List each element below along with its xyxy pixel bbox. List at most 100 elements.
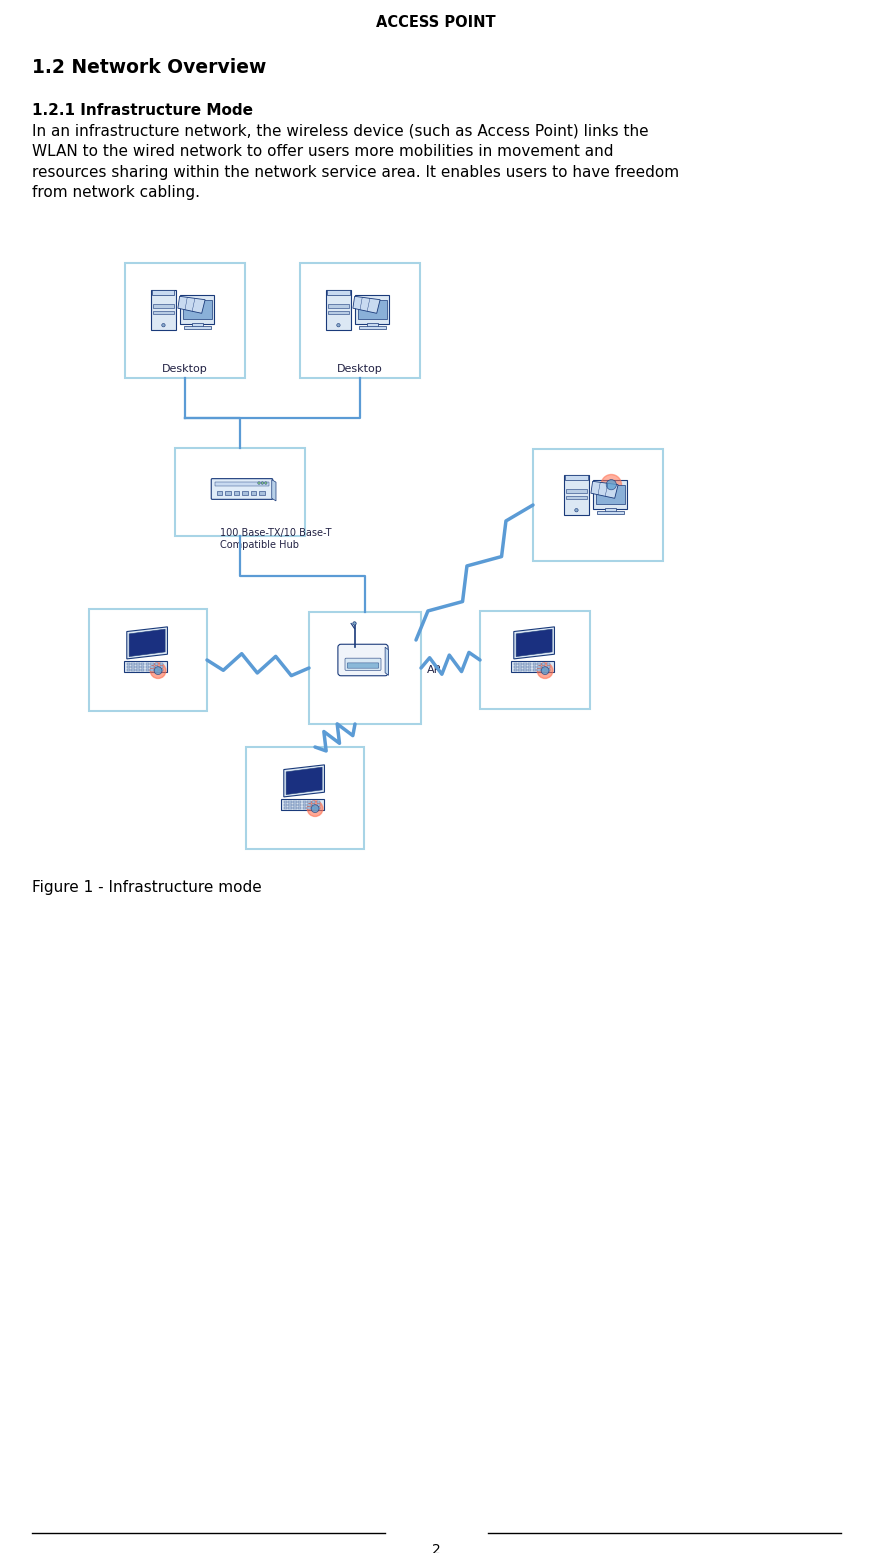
Bar xyxy=(155,669,159,671)
Polygon shape xyxy=(127,627,168,658)
Bar xyxy=(160,669,163,671)
FancyBboxPatch shape xyxy=(280,800,325,811)
Bar xyxy=(155,663,159,665)
Bar xyxy=(528,669,532,671)
Bar xyxy=(546,666,550,668)
Bar xyxy=(312,806,315,809)
Bar xyxy=(523,669,526,671)
Polygon shape xyxy=(516,629,552,657)
Bar xyxy=(242,491,248,495)
Bar xyxy=(328,304,348,307)
Bar xyxy=(288,804,292,806)
Bar xyxy=(288,806,292,809)
FancyBboxPatch shape xyxy=(211,478,272,500)
Bar xyxy=(288,801,292,803)
Bar xyxy=(523,666,526,668)
Bar xyxy=(537,666,540,668)
Bar xyxy=(154,304,174,307)
Circle shape xyxy=(353,621,356,626)
Text: Figure 1 - Infrastructure mode: Figure 1 - Infrastructure mode xyxy=(32,881,262,895)
Bar xyxy=(519,669,522,671)
Polygon shape xyxy=(591,481,618,499)
Bar xyxy=(368,323,377,326)
Text: 2: 2 xyxy=(431,1544,440,1553)
Bar xyxy=(537,663,540,665)
Bar xyxy=(597,511,624,514)
FancyBboxPatch shape xyxy=(511,662,554,672)
Bar xyxy=(519,666,522,668)
Bar xyxy=(298,806,301,809)
Bar xyxy=(514,669,518,671)
Bar xyxy=(309,612,421,724)
Polygon shape xyxy=(385,648,388,676)
Bar xyxy=(307,806,311,809)
Circle shape xyxy=(265,481,267,485)
Polygon shape xyxy=(353,297,380,314)
Bar xyxy=(519,663,522,665)
Bar xyxy=(136,663,140,665)
Bar xyxy=(533,449,663,561)
Bar xyxy=(215,481,269,486)
Bar xyxy=(284,804,287,806)
Bar xyxy=(136,666,140,668)
Bar xyxy=(160,666,163,668)
Bar xyxy=(312,801,315,803)
Bar xyxy=(605,508,615,512)
Text: Desktop: Desktop xyxy=(337,363,383,374)
Circle shape xyxy=(155,666,162,674)
FancyBboxPatch shape xyxy=(345,658,381,671)
Polygon shape xyxy=(272,480,276,502)
Bar xyxy=(523,663,526,665)
Bar xyxy=(300,262,420,377)
Bar xyxy=(132,666,135,668)
Bar xyxy=(160,663,163,665)
Bar xyxy=(303,806,306,809)
Bar xyxy=(298,801,301,803)
Bar xyxy=(298,804,301,806)
FancyBboxPatch shape xyxy=(355,295,389,323)
Bar xyxy=(533,666,536,668)
Text: In an infrastructure network, the wireless device (such as Access Point) links t: In an infrastructure network, the wirele… xyxy=(32,124,679,200)
Circle shape xyxy=(337,323,340,326)
Bar xyxy=(307,804,311,806)
Bar xyxy=(542,666,546,668)
Polygon shape xyxy=(284,764,325,797)
Circle shape xyxy=(162,323,165,326)
Bar xyxy=(132,669,135,671)
Bar xyxy=(317,806,320,809)
Bar xyxy=(514,663,518,665)
Polygon shape xyxy=(129,629,165,657)
Bar xyxy=(359,326,386,329)
Bar xyxy=(596,485,625,505)
Bar xyxy=(141,663,144,665)
Circle shape xyxy=(150,663,166,679)
Bar xyxy=(217,491,223,495)
Bar xyxy=(317,804,320,806)
Bar xyxy=(533,663,536,665)
Bar xyxy=(127,669,130,671)
Bar xyxy=(150,669,154,671)
Text: AP: AP xyxy=(427,665,442,676)
Bar xyxy=(293,804,297,806)
Bar xyxy=(328,311,348,314)
Circle shape xyxy=(258,481,260,485)
FancyBboxPatch shape xyxy=(326,289,351,331)
Bar xyxy=(284,801,287,803)
Bar xyxy=(141,666,144,668)
Circle shape xyxy=(606,480,616,489)
Bar xyxy=(192,323,203,326)
Bar xyxy=(317,801,320,803)
Bar xyxy=(542,669,546,671)
Circle shape xyxy=(537,663,553,679)
FancyBboxPatch shape xyxy=(327,290,349,295)
Bar xyxy=(127,666,130,668)
Bar xyxy=(146,669,149,671)
FancyBboxPatch shape xyxy=(594,480,628,508)
Bar xyxy=(154,311,174,314)
Bar xyxy=(150,666,154,668)
FancyBboxPatch shape xyxy=(338,644,388,676)
Polygon shape xyxy=(286,767,322,795)
Bar xyxy=(136,669,140,671)
Polygon shape xyxy=(178,297,205,314)
FancyBboxPatch shape xyxy=(153,290,175,295)
